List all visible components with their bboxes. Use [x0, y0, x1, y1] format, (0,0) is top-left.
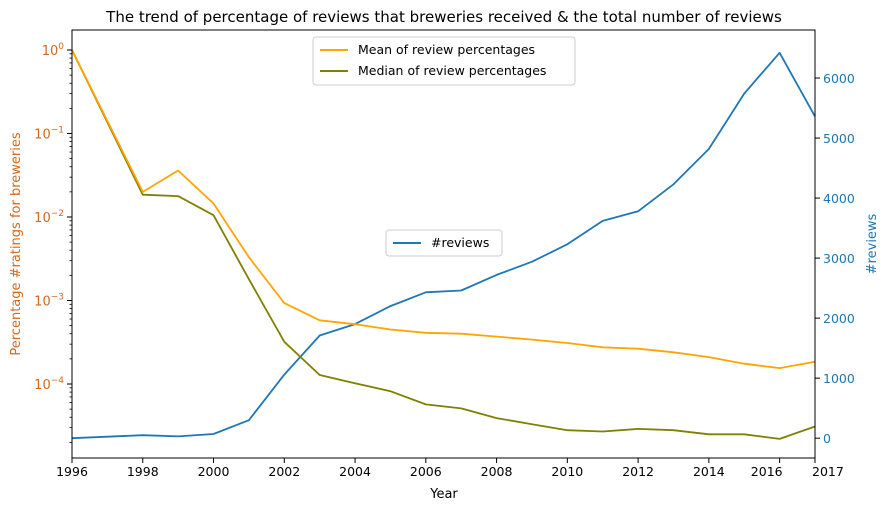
x-tick-label: 2010: [551, 464, 583, 479]
legend-left: Mean of review percentages Median of rev…: [312, 36, 576, 86]
x-tick-label: 1996: [56, 464, 88, 479]
y-right-tick-label: 3000: [823, 251, 855, 266]
y-right-tick-label: 1000: [823, 371, 855, 386]
series-line-median: [71, 49, 816, 440]
y-left-tick-label: 10−3: [34, 293, 64, 310]
x-tick-label: 2017: [812, 464, 844, 479]
x-tick-label: 1998: [127, 464, 159, 479]
x-axis-label: Year: [429, 487, 458, 502]
legend-entry-median: Median of review percentages: [358, 63, 546, 78]
legend-right: #reviews: [385, 229, 503, 257]
y-right-tick-label: 5000: [823, 131, 855, 146]
x-tick-label: 2008: [481, 464, 513, 479]
series-line-mean: [71, 49, 816, 370]
y-axis-right-label: #reviews: [865, 213, 880, 274]
x-tick-label: 2002: [268, 464, 300, 479]
x-tick-label: 2014: [693, 464, 725, 479]
y-right-tick-label: 4000: [823, 191, 855, 206]
y-right-tick-label: 2000: [823, 311, 855, 326]
x-tick-label: 2004: [339, 464, 371, 479]
y-axis-left: 10−4 10−3 10−2 10−1 100: [34, 42, 72, 443]
x-tick-label: 2000: [198, 464, 230, 479]
y-left-tick-label: 10−4: [34, 376, 64, 393]
legend-entry-reviews: #reviews: [431, 235, 489, 250]
y-right-tick-label: 0: [823, 431, 831, 446]
x-tick-label: 2006: [410, 464, 442, 479]
x-axis: 1996 1998 2000 2002 2004 2006 2008 2010 2012 2014…: [56, 458, 844, 479]
chart-title: The trend of percentage of reviews that …: [105, 8, 782, 26]
axes-frame: [71, 29, 816, 459]
plot-lines: [71, 49, 816, 440]
y-left-tick-label: 10−1: [34, 126, 64, 143]
y-axis-right: 0 1000 2000 3000 4000 5000 6000: [815, 71, 855, 446]
legend-entry-mean: Mean of review percentages: [358, 42, 535, 57]
x-tick-label: 2016: [751, 464, 783, 479]
series-line-reviews: [71, 51, 816, 440]
x-tick-label: 2012: [622, 464, 654, 479]
y-axis-left-label: Percentage #ratings for breweries: [9, 132, 24, 355]
y-right-tick-label: 6000: [823, 71, 855, 86]
y-left-tick-label: 10−2: [34, 209, 64, 226]
y-left-tick-label: 100: [42, 42, 65, 59]
